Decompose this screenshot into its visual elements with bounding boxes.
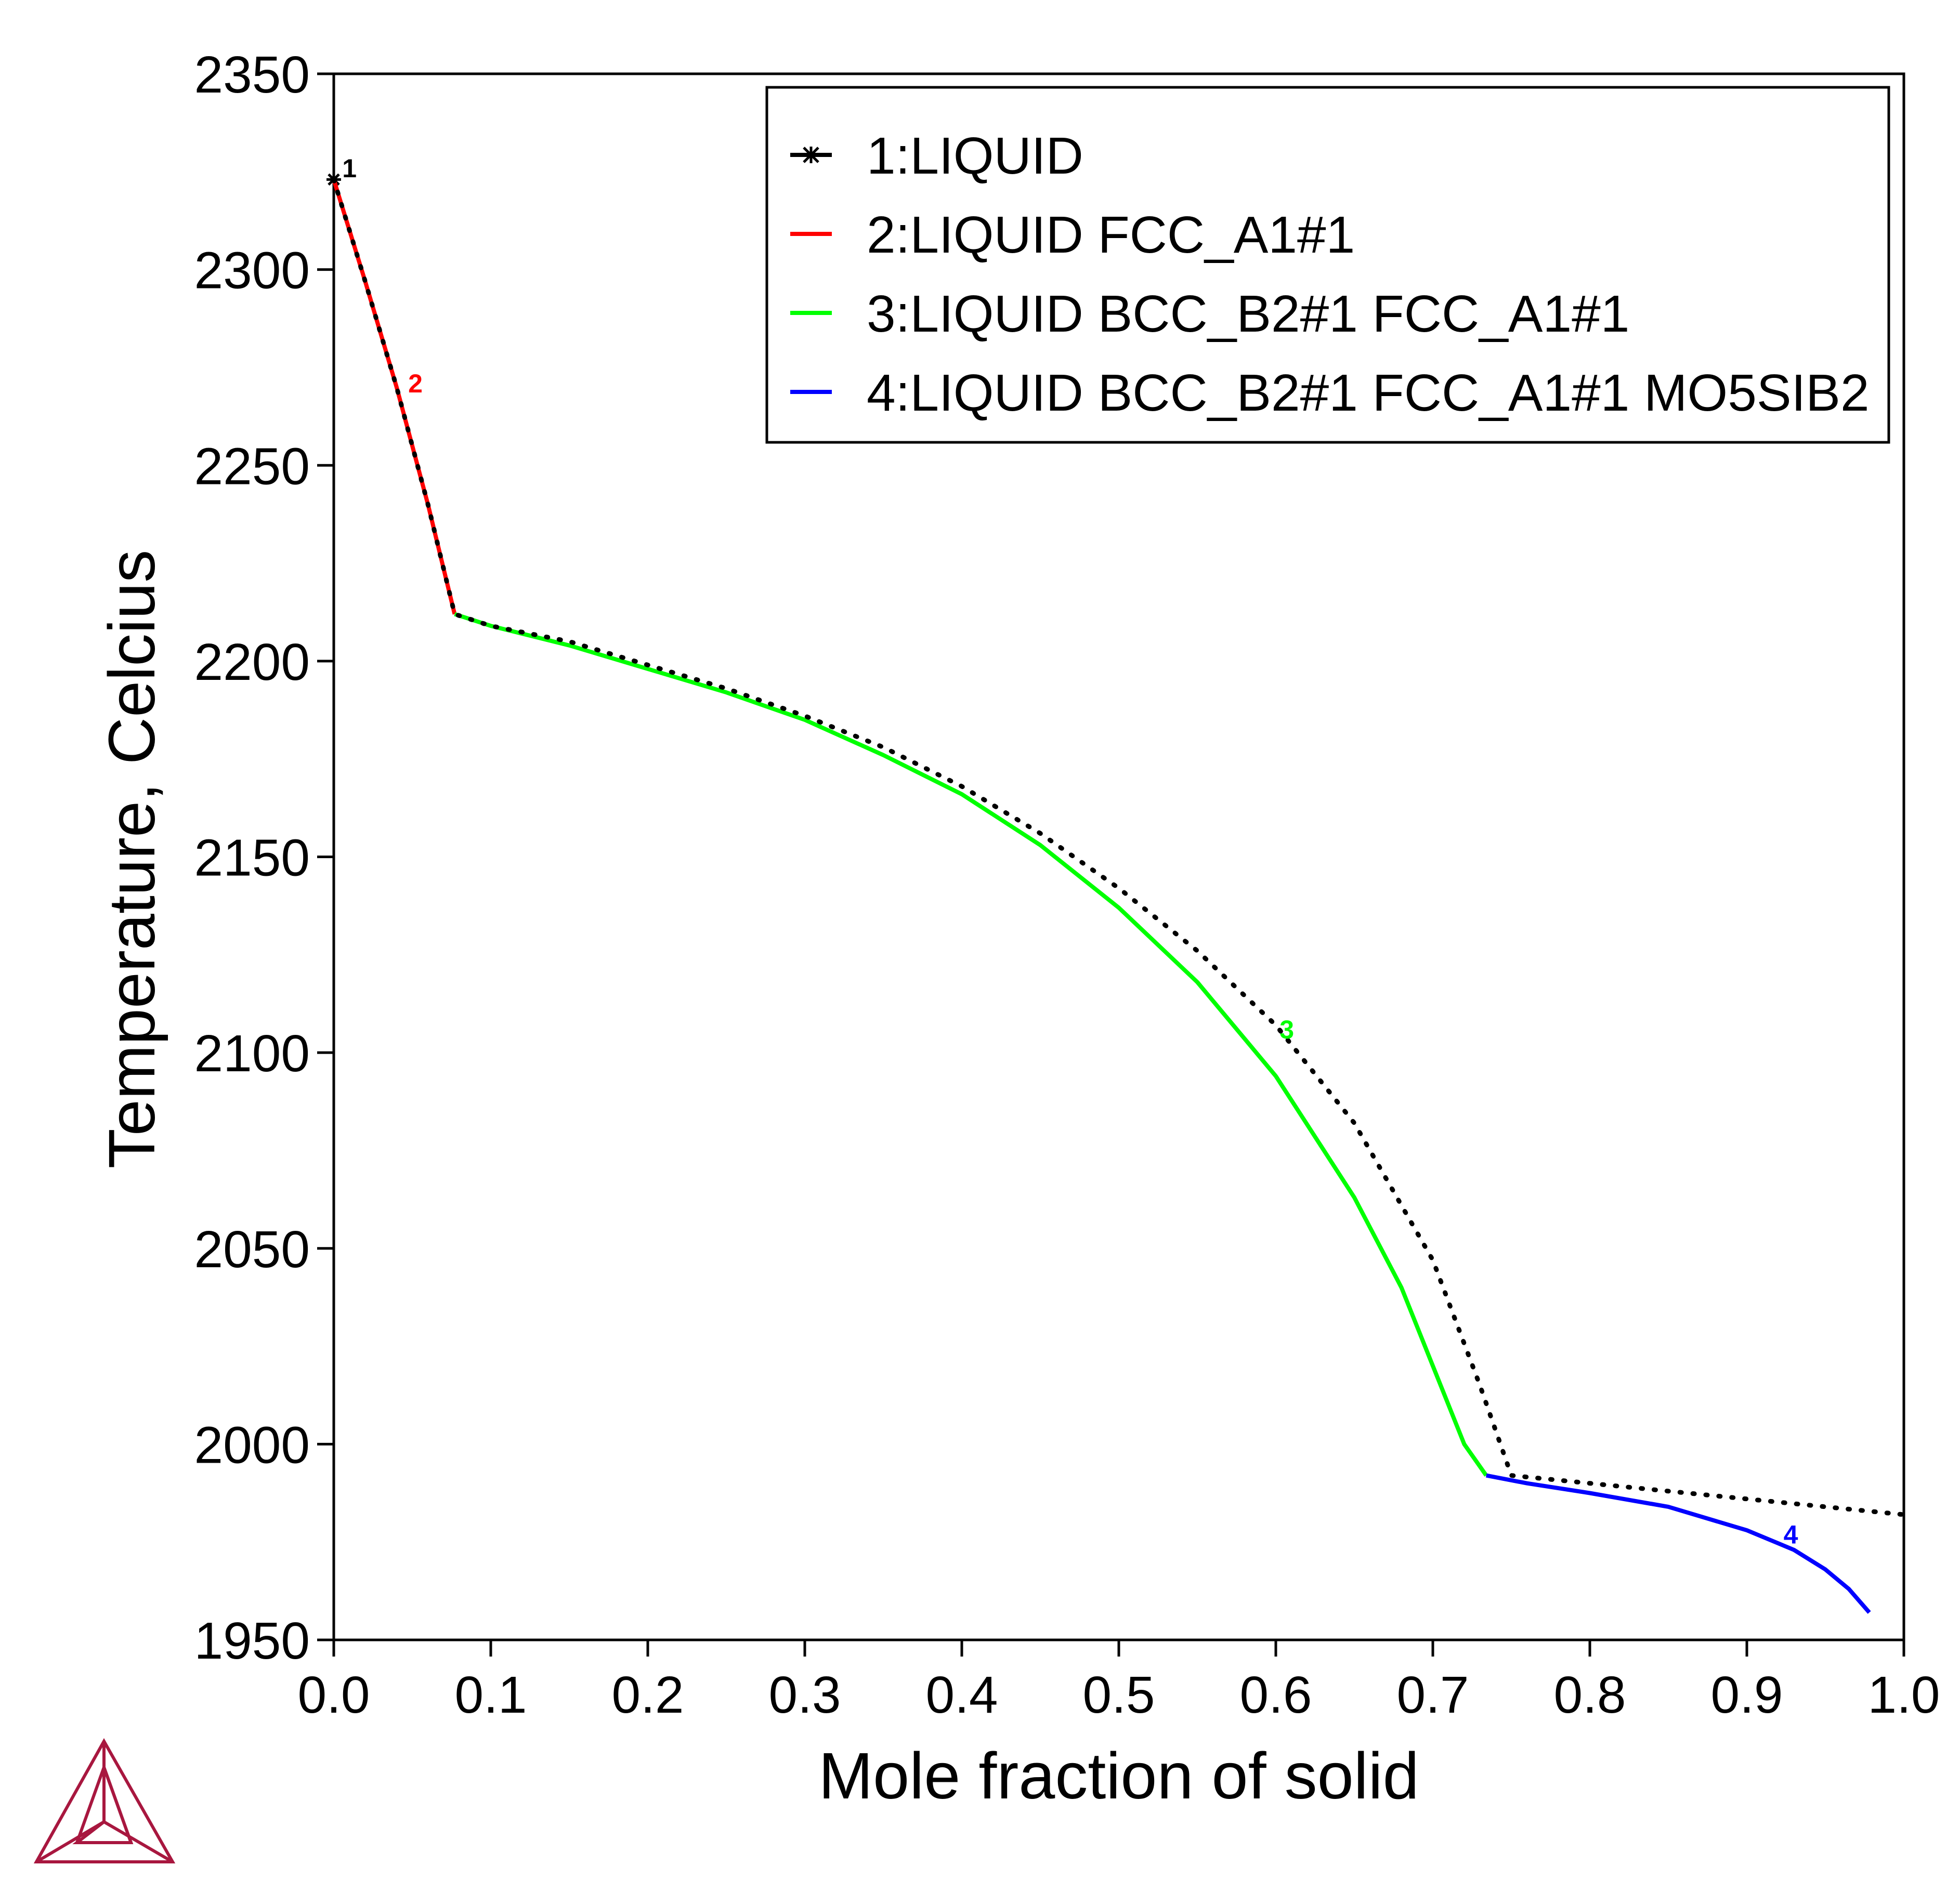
y-tick-label: 2050	[194, 1220, 310, 1279]
x-tick-label: 0.2	[611, 1666, 684, 1724]
series-label-4: 4	[1784, 1520, 1798, 1549]
x-tick-label: 0.6	[1239, 1666, 1312, 1724]
x-tick-label: 1.0	[1867, 1666, 1940, 1724]
y-tick-label: 1950	[194, 1612, 310, 1670]
x-tick-label: 0.9	[1710, 1666, 1783, 1724]
x-axis-title: Mole fraction of solid	[818, 1739, 1419, 1812]
legend-entry-4: 4:LIQUID BCC_B2#1 FCC_A1#1 MO5SIB2	[867, 364, 1870, 422]
scheil-dotted-line	[331, 177, 1906, 1517]
x-tick-label: 0.0	[297, 1666, 370, 1724]
series-labels: 1 2 3 4	[342, 154, 1798, 1549]
y-tick-label: 2250	[194, 437, 310, 495]
series-line-3	[454, 612, 1488, 1477]
legend-entry-3: 3:LIQUID BCC_B2#1 FCC_A1#1	[867, 285, 1629, 343]
legend-entry-1: 1:LIQUID	[867, 127, 1083, 185]
y-tick-label: 2100	[194, 1024, 310, 1083]
x-tick-label: 0.1	[454, 1666, 527, 1724]
x-axis-ticks: 0.0 0.1 0.2 0.3 0.4 0.5 0.6 0.7 0.8 0.9 1.0	[297, 1640, 1940, 1724]
y-axis-title: Temperature, Celcius	[95, 550, 168, 1168]
series-label-2: 2	[408, 369, 423, 398]
y-tick-label: 2300	[194, 242, 310, 300]
y-tick-label: 2000	[194, 1416, 310, 1474]
y-axis-ticks: 1950 2000 2050 2100 2150 2200 2250 2300 2350	[194, 46, 334, 1670]
y-tick-label: 2150	[194, 829, 310, 887]
x-tick-label: 0.3	[768, 1666, 841, 1724]
legend: 1:LIQUID 2:LIQUID FCC_A1#1 3:LIQUID BCC_B2…	[765, 86, 1890, 444]
legend-entry-2: 2:LIQUID FCC_A1#1	[867, 206, 1355, 264]
thermo-calc-logo-icon	[33, 1738, 176, 1863]
series-label-3: 3	[1279, 1015, 1294, 1044]
x-tick-label: 0.7	[1396, 1666, 1469, 1724]
series-label-1: 1	[342, 154, 357, 183]
legend-marker-1	[803, 147, 819, 163]
series-lines	[326, 172, 1906, 1614]
x-tick-label: 0.5	[1082, 1666, 1155, 1724]
y-tick-label: 2200	[194, 633, 310, 691]
y-tick-label: 2350	[194, 46, 310, 104]
x-tick-label: 0.8	[1553, 1666, 1626, 1724]
series-line-4	[1485, 1473, 1871, 1614]
legend-box	[765, 86, 1890, 444]
x-tick-label: 0.4	[925, 1666, 998, 1724]
